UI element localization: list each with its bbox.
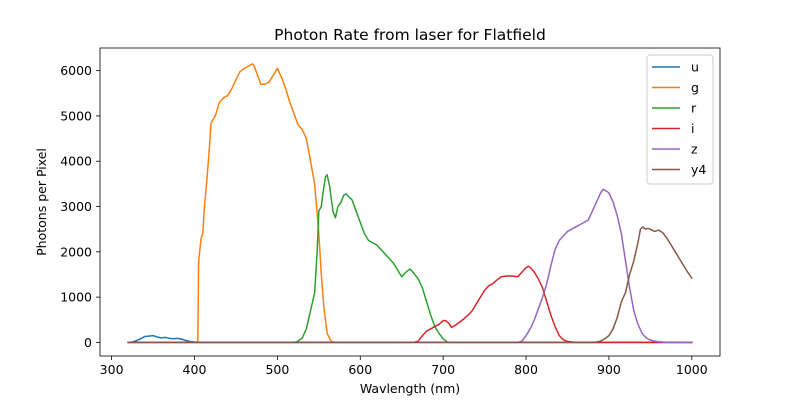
x-tick-label: 400 [183,362,207,377]
legend-label-y4: y4 [691,162,706,177]
series-line-g [127,63,693,344]
legend-label-u: u [691,60,699,75]
y-axis-label: Photons per Pixel [34,148,49,256]
x-tick-label: 600 [348,362,372,377]
x-tick-label: 800 [514,362,538,377]
x-tick-label: 1000 [676,362,708,377]
legend-label-i: i [691,121,694,136]
y-tick-label: 6000 [60,63,92,78]
legend-label-r: r [691,101,697,116]
y-axis: 0 1000 2000 3000 4000 5000 6000 [60,63,100,350]
x-axis-label: Wavlength (nm) [360,381,460,396]
series-line-z [127,188,693,344]
x-tick-label: 300 [100,362,124,377]
x-tick-label: 500 [265,362,289,377]
series-line-r [127,174,693,344]
plot-frame [99,47,721,357]
y-tick-label: 2000 [60,244,92,259]
y-tick-label: 3000 [60,199,92,214]
x-tick-label: 900 [597,362,621,377]
series-layer [127,63,693,344]
series-line-y4 [127,226,693,344]
x-tick-label: 700 [431,362,455,377]
y-tick-label: 4000 [60,154,92,169]
y-tick-label: 1000 [60,290,92,305]
x-axis: 300 400 500 600 700 800 900 1000 [100,356,708,377]
y-tick-label: 0 [84,335,92,350]
legend-label-z: z [691,142,698,157]
plot-area [127,63,693,344]
legend-label-g: g [691,80,699,95]
series-line-i [127,265,693,344]
y-tick-label: 5000 [60,108,92,123]
chart-title: Photon Rate from laser for Flatfield [274,26,546,44]
